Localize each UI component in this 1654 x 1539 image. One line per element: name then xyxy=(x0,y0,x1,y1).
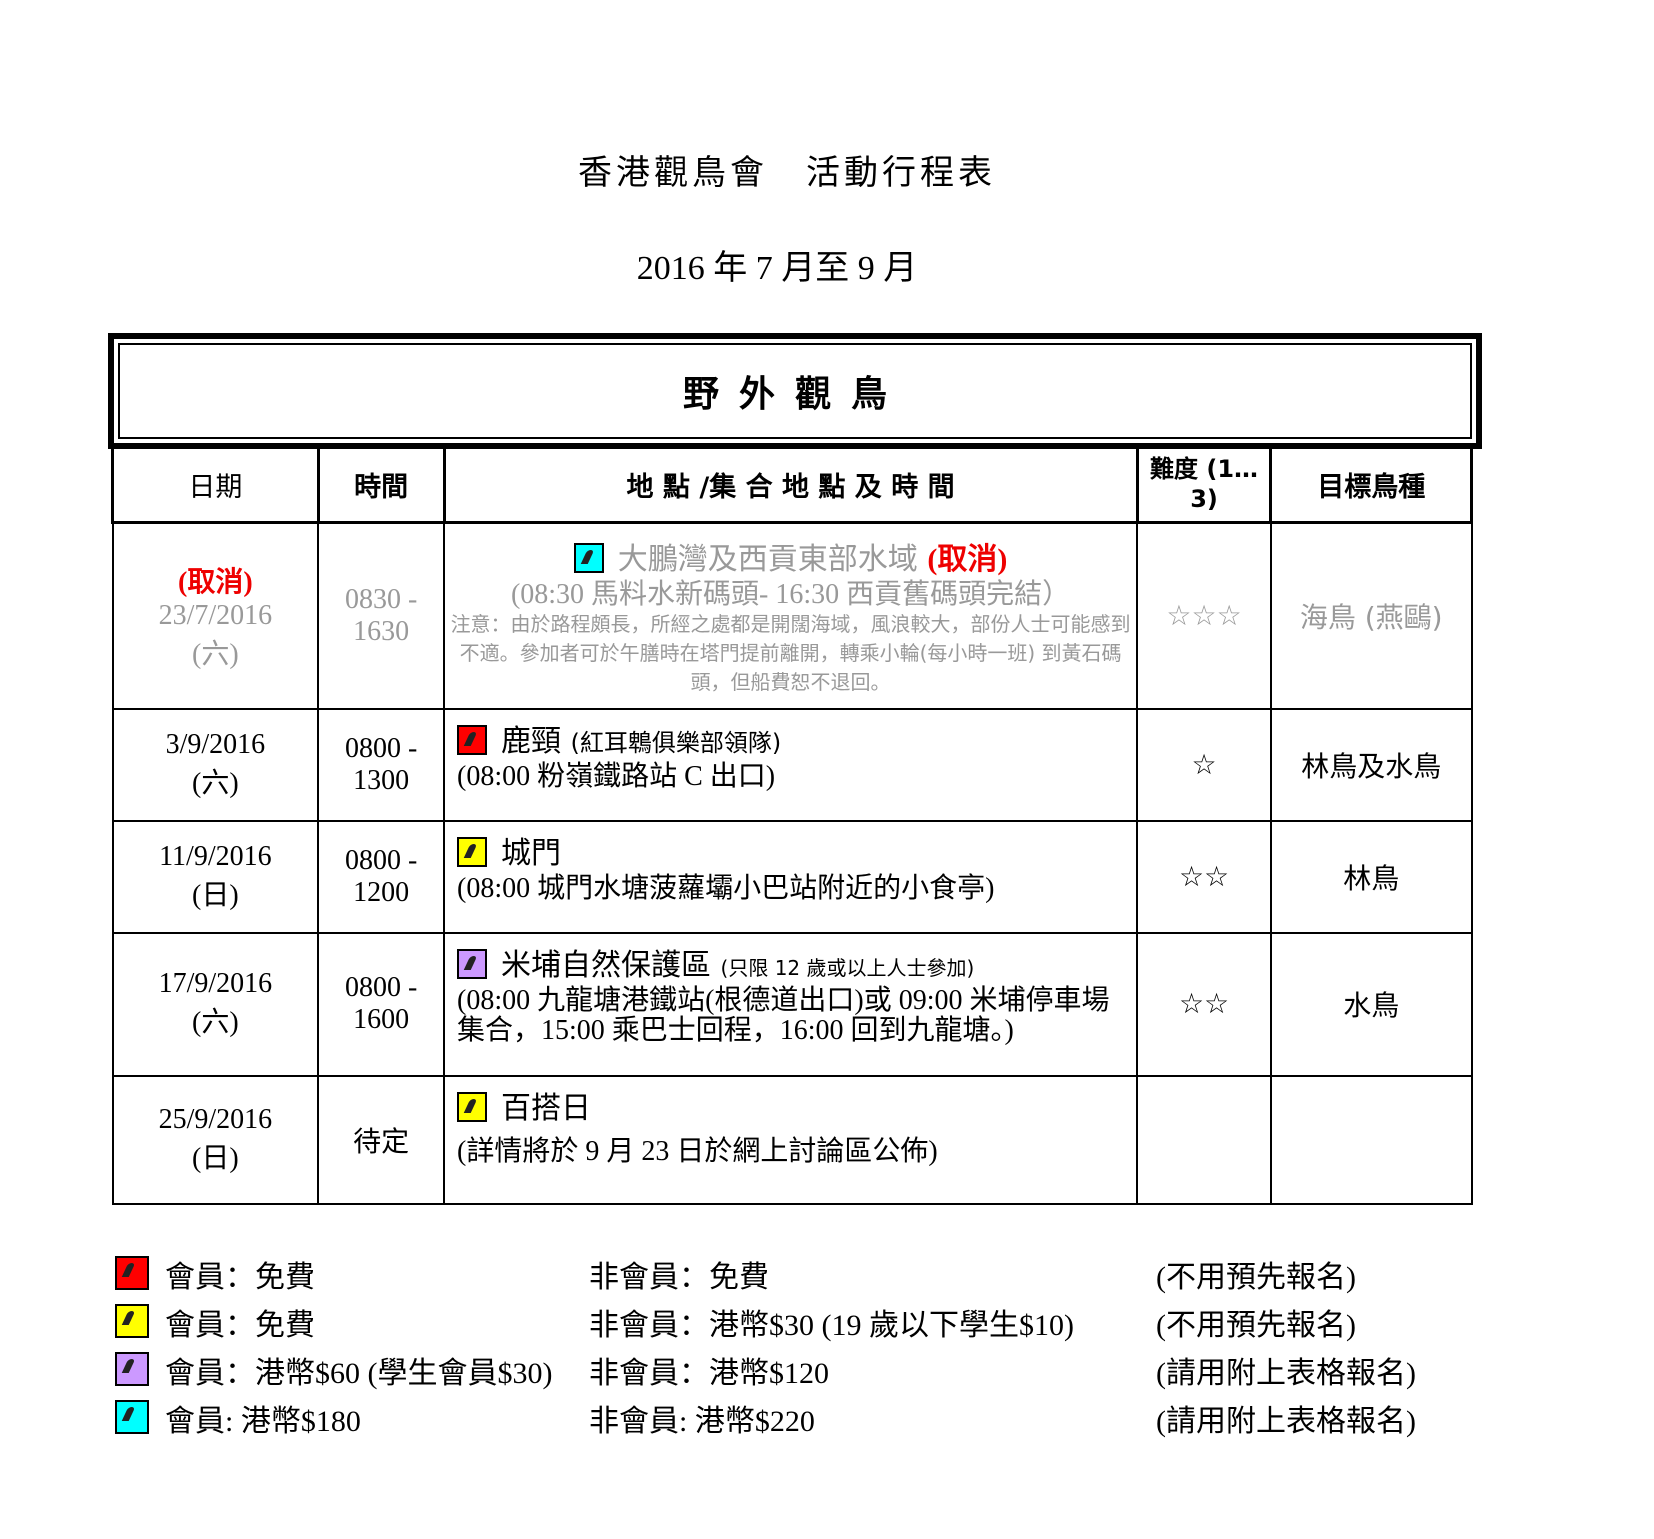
section-header: 野外觀鳥 xyxy=(108,333,1482,449)
registration-note: (不用預先報名) xyxy=(1156,1261,1356,1294)
meeting-info: (08:00 城門水塘菠蘿壩小巴站附近的小食亭) xyxy=(457,872,995,904)
time-end: 1300 xyxy=(353,764,410,796)
target-cell: 海鳥 (燕鷗) xyxy=(1269,521,1473,710)
meeting-info: (08:30 馬料水新碼頭- 16:30 西貢舊碼頭完結） xyxy=(510,579,1071,611)
place-note: (只限 12 歲或以上人士參加) xyxy=(720,955,975,980)
table-row: 11/9/2016 (日) 0800 -1200 城門 (08:00 城門水塘菠蘿壩… xyxy=(111,819,1473,934)
fee-category-icon xyxy=(115,1400,149,1434)
weekday: (六) xyxy=(192,638,239,670)
fee-category-icon xyxy=(115,1256,149,1290)
time-start: 0800 - xyxy=(344,972,418,1003)
registration-note: (不用預先報名) xyxy=(1156,1309,1356,1342)
time-cell: 0800 -1300 xyxy=(317,707,445,822)
time-end: 1630 xyxy=(353,615,410,647)
place-note: (紅耳鵯俱樂部領隊) xyxy=(570,728,782,757)
weekday: (六) xyxy=(192,1007,239,1038)
place: 城門 xyxy=(501,835,561,871)
place: 米埔自然保護區 xyxy=(501,947,711,983)
time-start: 0800 - xyxy=(344,844,418,876)
fee-category-icon xyxy=(573,543,604,574)
time-end: 1200 xyxy=(353,876,410,908)
location-cell: 城門 (08:00 城門水塘菠蘿壩小巴站附近的小食亭) xyxy=(442,819,1139,934)
member-fee: 會員：免費 xyxy=(165,1309,315,1342)
weekday: (日) xyxy=(192,1142,239,1174)
location-cell: 鹿頸 (紅耳鵯俱樂部領隊) (08:00 粉嶺鐵路站 C 出口) xyxy=(442,707,1139,822)
header-time: 時間 xyxy=(316,444,446,524)
difficulty-cell: ☆☆ xyxy=(1136,931,1272,1077)
place: 鹿頸 xyxy=(501,723,561,759)
member-fee: 會員: 港幣$180 xyxy=(165,1405,361,1438)
fee-category-icon xyxy=(457,836,487,867)
header-difficulty: 難度 (1…3) xyxy=(1135,444,1273,524)
registration-note: (請用附上表格報名) xyxy=(1156,1405,1416,1438)
meeting-info: (08:00 粉嶺鐵路站 C 出口) xyxy=(457,760,776,792)
page-subtitle: 2016 年 7 月至 9 月 xyxy=(636,250,918,287)
header-date: 日期 xyxy=(111,444,320,524)
registration-note: (請用附上表格報名) xyxy=(1156,1357,1416,1390)
time-start: 待定 xyxy=(353,1126,410,1158)
date-cell: 17/9/2016 (六) xyxy=(111,931,320,1077)
difficulty-cell: ☆ xyxy=(1136,707,1272,822)
fee-category-icon xyxy=(115,1304,149,1338)
date: 3/9/2016 xyxy=(165,728,266,760)
date: 17/9/2016 xyxy=(158,968,273,999)
target-cell xyxy=(1269,1074,1473,1205)
fee-category-icon xyxy=(115,1352,149,1386)
table-row: 25/9/2016 (日) 待定 百搭日 (詳情將於 9 月 23 日於網上討論區公… xyxy=(111,1074,1473,1205)
target-cell: 林鳥 xyxy=(1269,819,1473,934)
time-cell: 0800 -1200 xyxy=(317,819,445,934)
target-cell: 林鳥及水鳥 xyxy=(1269,707,1473,822)
time-cell: 待定 xyxy=(317,1074,445,1205)
section-title: 野外觀鳥 xyxy=(118,343,1472,439)
nonmember-fee: 非會員：港幣$120 xyxy=(589,1357,829,1390)
target-cell: 水鳥 xyxy=(1269,931,1473,1077)
time-end: 1600 xyxy=(353,1004,410,1035)
place: 百搭日 xyxy=(501,1090,591,1126)
time-cell: 0830 -1630 xyxy=(317,521,445,710)
date-cell: (取消) 23/7/2016 (六) xyxy=(111,521,320,710)
location-cell: 百搭日 (詳情將於 9 月 23 日於網上討論區公佈) xyxy=(442,1074,1139,1205)
date-cell: 3/9/2016 (六) xyxy=(111,707,320,822)
date: 11/9/2016 xyxy=(159,840,272,872)
table-row: 17/9/2016 (六) 0800 -1600 米埔自然保護區 (只限 12 歲… xyxy=(111,931,1473,1077)
meeting-info: (詳情將於 9 月 23 日於網上討論區公佈) xyxy=(457,1135,938,1167)
meeting-info: (08:00 九龍塘港鐵站(根德道出口)或 09:00 米埔停車場集合，15:0… xyxy=(457,984,1110,1046)
place-cancelled-label: (取消) xyxy=(927,543,1008,577)
fee-category-icon xyxy=(457,724,487,755)
date: 25/9/2016 xyxy=(158,1103,273,1135)
date: 23/7/2016 xyxy=(158,599,273,631)
table-header: 日期 時間 地 點 /集 合 地 點 及 時 間 難度 (1…3) 目標鳥種 xyxy=(111,444,1473,524)
cancelled-label: (取消) xyxy=(178,566,253,598)
time-start: 0800 - xyxy=(344,732,418,764)
note: 注意：由於路程頗長，所經之處都是開闊海域，風浪較大，部份人士可能感到不適。參加者… xyxy=(450,612,1131,695)
fee-category-icon xyxy=(457,948,487,979)
member-fee: 會員：港幣$60 (學生會員$30) xyxy=(165,1357,553,1390)
weekday: (日) xyxy=(192,879,239,911)
date-cell: 25/9/2016 (日) xyxy=(111,1074,320,1205)
member-fee: 會員：免費 xyxy=(165,1261,315,1294)
location-cell: 米埔自然保護區 (只限 12 歲或以上人士參加) (08:00 九龍塘港鐵站(根德… xyxy=(442,931,1139,1077)
location-cell: 大鵬灣及西貢東部水域 (取消) (08:30 馬料水新碼頭- 16:30 西貢舊碼… xyxy=(442,521,1139,710)
nonmember-fee: 非會員：港幣$30 (19 歲以下學生$10) xyxy=(589,1309,1074,1342)
page-title: 香港觀鳥會 活動行程表 xyxy=(578,153,996,193)
difficulty-cell: ☆☆ xyxy=(1136,819,1272,934)
time-cell: 0800 -1600 xyxy=(317,931,445,1077)
difficulty-cell: ☆☆☆ xyxy=(1136,521,1272,710)
schedule-table: 日期 時間 地 點 /集 合 地 點 及 時 間 難度 (1…3) 目標鳥種 (… xyxy=(111,444,1473,1205)
header-location: 地 點 /集 合 地 點 及 時 間 xyxy=(442,444,1139,524)
weekday: (六) xyxy=(192,767,239,799)
place: 大鵬灣及西貢東部水域 xyxy=(617,542,918,578)
difficulty-cell xyxy=(1136,1074,1272,1205)
time-start: 0830 - xyxy=(344,583,418,615)
nonmember-fee: 非會員: 港幣$220 xyxy=(589,1405,815,1438)
header-target: 目標鳥種 xyxy=(1269,444,1473,524)
nonmember-fee: 非會員：免費 xyxy=(589,1261,769,1294)
table-row: (取消) 23/7/2016 (六) 0830 -1630 大鵬灣及西貢東部水域 (… xyxy=(111,521,1473,710)
date-cell: 11/9/2016 (日) xyxy=(111,819,320,934)
table-row: 3/9/2016 (六) 0800 -1300 鹿頸 (紅耳鵯俱樂部領隊) (08:… xyxy=(111,707,1473,822)
fee-category-icon xyxy=(457,1091,487,1122)
